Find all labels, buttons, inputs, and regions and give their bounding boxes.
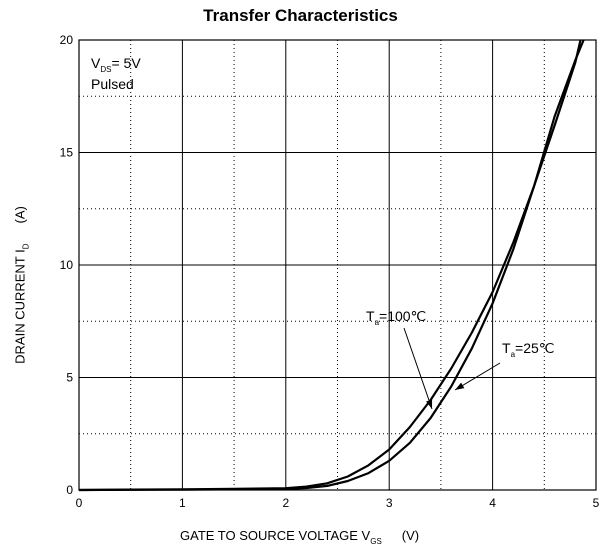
x-tick-label: 5 [593, 496, 600, 510]
x-tick-label: 4 [489, 496, 496, 510]
x-tick-label: 1 [179, 496, 186, 510]
series-label-100c-tail: =100℃ [379, 308, 427, 324]
y-axis-label-unit: (A) [12, 206, 28, 224]
x-axis-label-unit: (V) [401, 528, 420, 543]
series-line-25c [78, 39, 585, 492]
pulsed-label: Pulsed [91, 76, 134, 92]
y-tick-label: 10 [60, 258, 74, 272]
chart-title: Transfer Characteristics [203, 6, 398, 25]
leader-arrow-25c-head [455, 382, 465, 390]
x-tick-label: 3 [386, 496, 393, 510]
y-axis-label-sub: D [21, 243, 31, 250]
series-label-100c: Ta=100℃ [366, 308, 427, 327]
plot-frame [78, 39, 597, 491]
y-tick-label: 0 [66, 483, 73, 497]
x-tick-label: 0 [76, 496, 83, 510]
y-tick-label: 15 [60, 146, 74, 160]
series-label-100c-sub: a [374, 318, 380, 327]
test-conditions: VDS= 5V Pulsed [91, 54, 141, 93]
leader-arrow-100c [403, 327, 433, 410]
series-label-25c-tail: =25℃ [515, 340, 555, 356]
vds-label: V [91, 55, 101, 71]
y-tick-label: 20 [60, 33, 74, 47]
vds-label-sub: DS [100, 65, 112, 74]
y-tick-label: 5 [66, 371, 73, 385]
x-axis-label-sub: GS [370, 537, 382, 546]
series-label-25c: Ta=25℃ [502, 340, 555, 359]
x-axis-label: GATE TO SOURCE VOLTAGE VGS (V) [180, 528, 420, 546]
series-label-25c-sub: a [510, 350, 516, 359]
series-label-100c-main: T [366, 308, 375, 324]
vds-value: = 5V [111, 55, 141, 71]
y-axis-label-main: DRAIN CURRENT I [12, 249, 28, 364]
leader-arrow-100c-head [426, 399, 433, 409]
x-tick-label: 2 [282, 496, 289, 510]
series-label-25c-main: T [502, 340, 511, 356]
x-axis-label-main: GATE TO SOURCE VOLTAGE V [180, 528, 371, 543]
